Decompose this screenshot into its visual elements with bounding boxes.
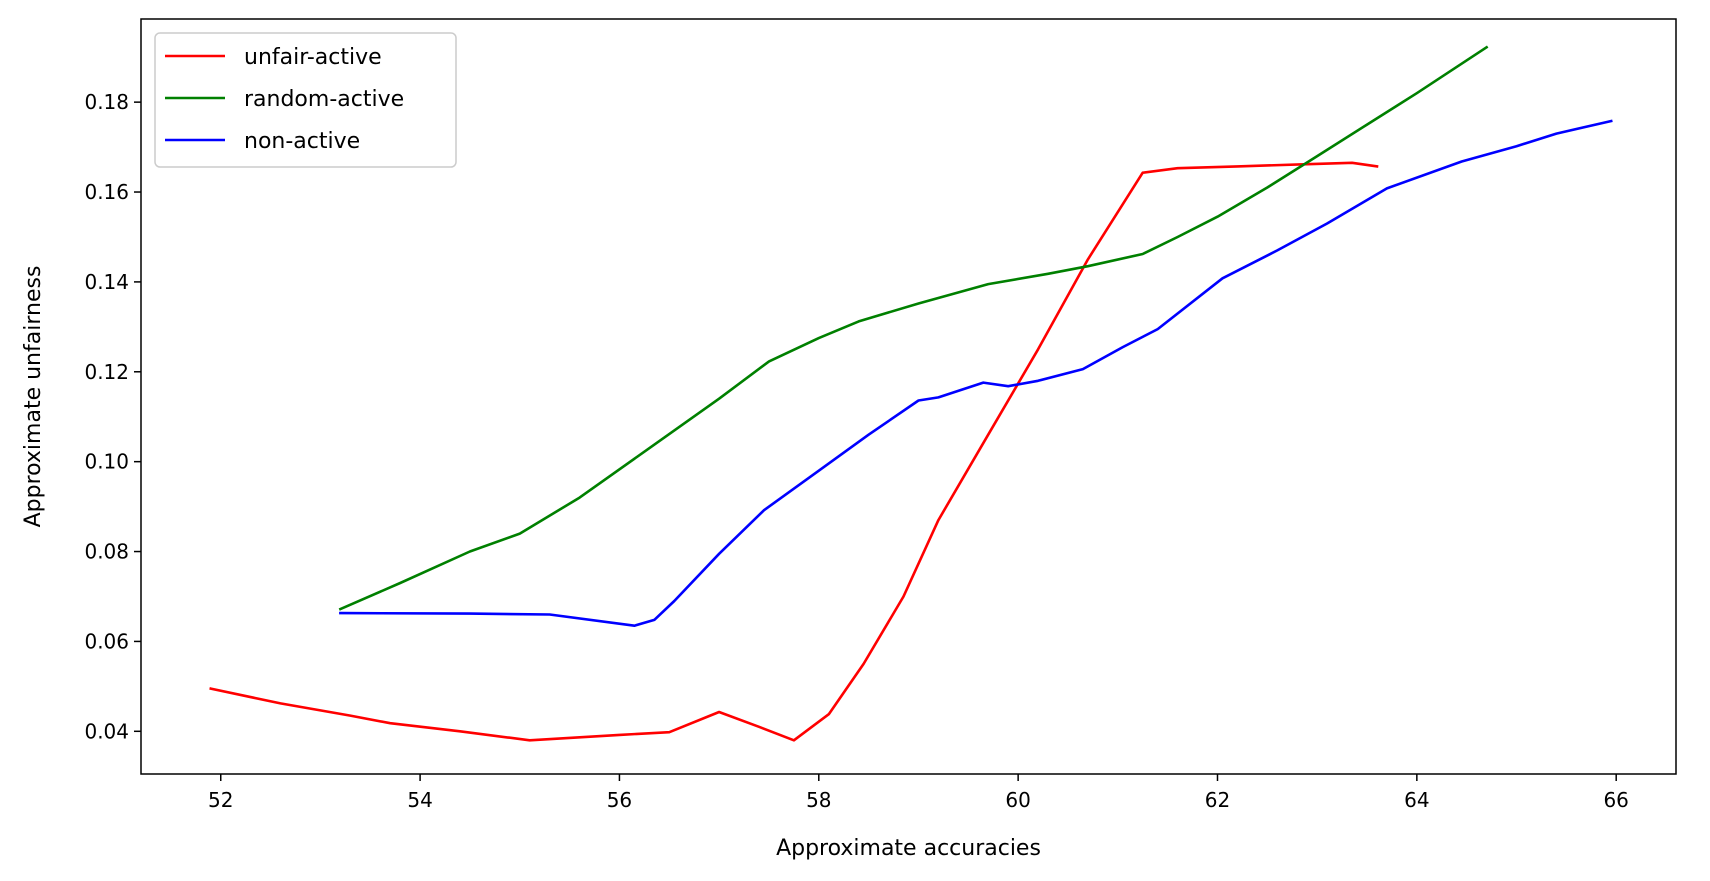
- y-axis: 0.04 0.06 0.08 0.10 0.12 0.14 0.16 0.18: [84, 90, 141, 743]
- x-tick-label: 64: [1404, 788, 1429, 812]
- x-tick-label: 66: [1603, 788, 1628, 812]
- legend-label: random-active: [244, 87, 404, 112]
- series-line-random-active: [338, 45, 1489, 611]
- x-tick-label: 56: [607, 788, 632, 812]
- x-axis-label: Approximate accuracies: [776, 836, 1041, 861]
- series-line-unfair-active: [209, 161, 1379, 742]
- y-tick-label: 0.10: [84, 450, 129, 474]
- x-tick-label: 54: [407, 788, 432, 812]
- x-tick-label: 62: [1205, 788, 1230, 812]
- y-tick-label: 0.08: [84, 540, 129, 564]
- x-tick-label: 52: [208, 788, 233, 812]
- series-line-non-active: [339, 119, 1613, 628]
- y-axis-label: Approximate unfairness: [21, 266, 46, 528]
- y-tick-label: 0.14: [84, 270, 129, 294]
- series-layer: [209, 45, 1613, 742]
- y-tick-label: 0.06: [84, 629, 129, 653]
- legend-label: unfair-active: [244, 45, 382, 70]
- x-tick-label: 58: [806, 788, 831, 812]
- y-tick-label: 0.04: [84, 719, 129, 743]
- y-tick-label: 0.16: [84, 180, 129, 204]
- legend-box: [154, 32, 457, 168]
- x-axis: 52 54 56 58 60 62 64 66: [208, 774, 1629, 812]
- legend-label: non-active: [244, 129, 360, 154]
- y-tick-label: 0.12: [84, 360, 129, 384]
- y-tick-label: 0.18: [84, 90, 129, 114]
- plot-frame: [140, 18, 1677, 775]
- x-tick-label: 60: [1005, 788, 1030, 812]
- legend: unfair-active random-active non-active: [154, 32, 457, 168]
